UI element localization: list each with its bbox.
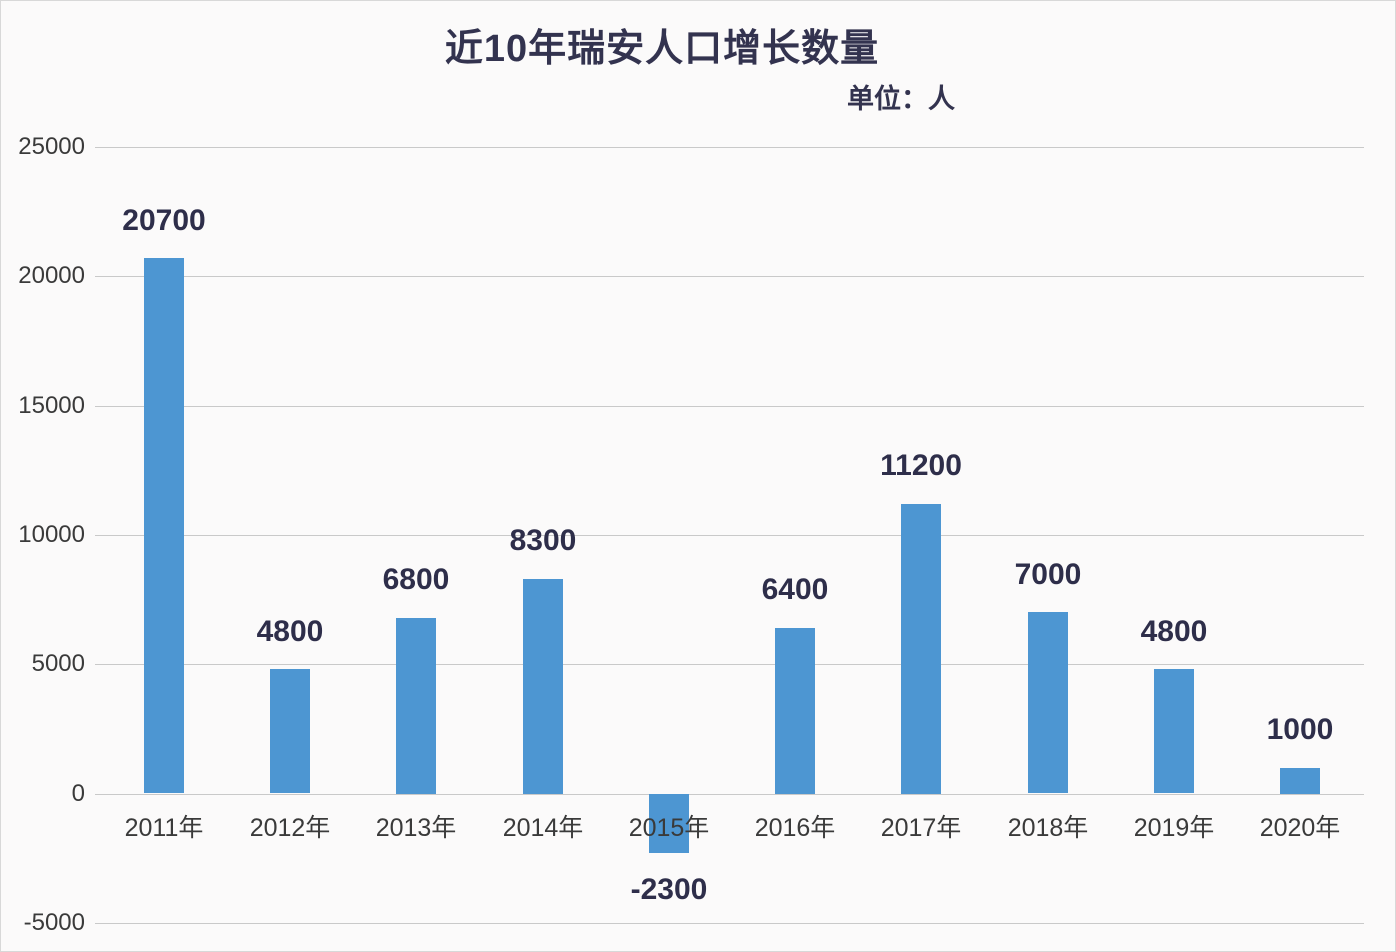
y-axis-tick-label: 10000 — [18, 521, 85, 548]
x-axis-label: 2013年 — [375, 814, 457, 842]
gridline — [95, 664, 1364, 665]
x-axis-label: 2019年 — [1133, 814, 1215, 842]
chart-subtitle: 单位：人 — [847, 84, 955, 114]
gridline — [95, 794, 1364, 795]
y-axis-tick-label: -5000 — [23, 909, 85, 936]
y-axis-tick-label: 20000 — [18, 262, 85, 289]
y-axis-tick-label: 15000 — [18, 392, 85, 419]
gridline — [95, 406, 1364, 407]
bar-2019年 — [1154, 669, 1194, 793]
bar-2013年 — [396, 618, 436, 794]
data-label: 7000 — [1014, 557, 1082, 591]
bar-2016年 — [775, 628, 815, 794]
data-label: 11200 — [880, 449, 962, 483]
data-label: 1000 — [1266, 713, 1334, 747]
data-label: 20700 — [122, 203, 206, 237]
bar-2017年 — [901, 504, 941, 794]
x-axis-label: 2015年 — [628, 814, 710, 842]
gridline — [95, 276, 1364, 277]
data-label: 4800 — [1140, 614, 1208, 648]
y-axis-tick-label: 25000 — [18, 133, 85, 160]
bar-2012年 — [270, 669, 310, 793]
data-label: 8300 — [509, 524, 577, 558]
x-axis-label: 2017年 — [880, 814, 962, 842]
bar-2014年 — [523, 579, 563, 794]
y-axis-tick-label: 0 — [71, 780, 85, 807]
x-axis-label: 2020年 — [1259, 814, 1341, 842]
bar-2018年 — [1028, 612, 1068, 793]
gridline — [95, 147, 1364, 148]
bar-2015年 — [649, 794, 689, 853]
data-label: -2300 — [630, 873, 708, 906]
y-axis-tick-label: 5000 — [31, 650, 85, 677]
bar-2020年 — [1280, 768, 1320, 794]
data-label: 6400 — [761, 573, 829, 607]
gridline — [95, 923, 1364, 924]
x-axis-label: 2016年 — [754, 814, 836, 842]
data-label: 4800 — [256, 614, 324, 648]
x-axis-label: 2011年 — [124, 814, 204, 842]
gridline — [95, 535, 1364, 536]
data-label: 6800 — [382, 563, 450, 597]
bar-2011年 — [144, 258, 184, 793]
x-axis-label: 2018年 — [1007, 814, 1089, 842]
chart-title: 近10年瑞安人口增长数量 — [444, 28, 880, 70]
x-axis-label: 2014年 — [502, 814, 584, 842]
x-axis-label: 2012年 — [249, 814, 331, 842]
